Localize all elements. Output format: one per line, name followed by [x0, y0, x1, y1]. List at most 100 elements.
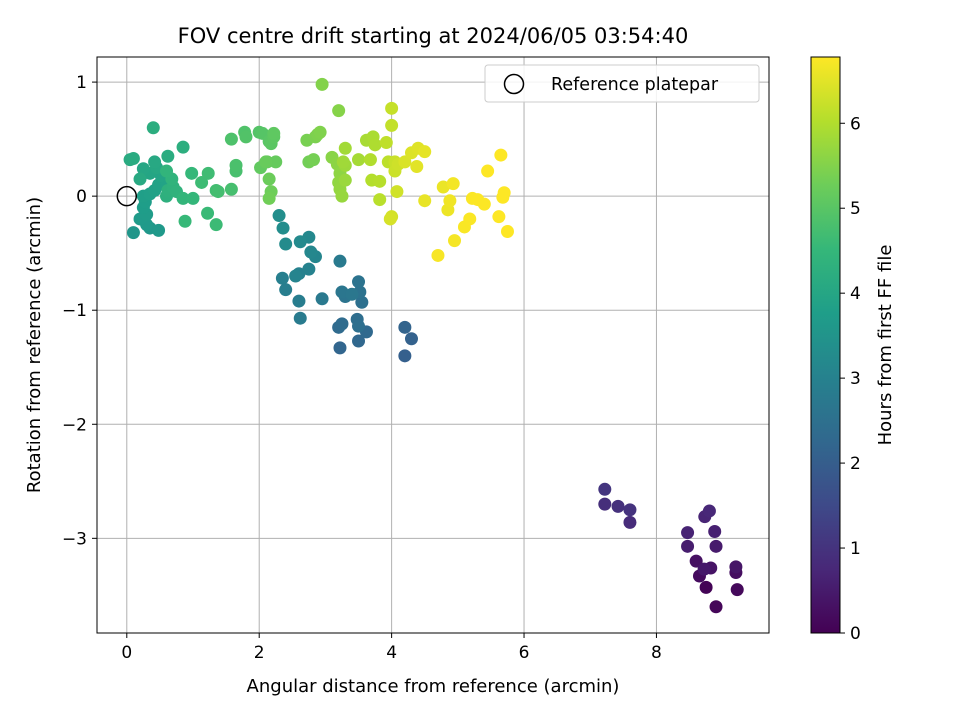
data-point — [404, 332, 418, 346]
data-point — [623, 515, 637, 529]
data-point — [259, 155, 273, 169]
data-point — [436, 180, 450, 194]
data-point — [279, 237, 293, 251]
x-axis-ticks: 0 2 4 6 8 — [121, 633, 662, 663]
data-point — [398, 155, 412, 169]
data-point — [275, 271, 289, 285]
data-point — [448, 234, 462, 248]
data-point — [352, 153, 366, 167]
colorbar-gradient — [810, 56, 841, 634]
x-tick-label: 4 — [386, 643, 397, 663]
y-tick-label: −3 — [62, 529, 87, 549]
data-point — [697, 562, 711, 576]
data-point — [161, 149, 175, 163]
data-point — [373, 193, 387, 207]
data-point — [152, 223, 166, 237]
colorbar-ticks: 0 1 2 3 4 5 6 — [840, 114, 861, 644]
data-point — [148, 155, 162, 169]
data-point — [313, 125, 327, 139]
data-point — [229, 158, 243, 172]
data-point — [293, 311, 307, 325]
data-point — [332, 104, 346, 118]
data-point — [699, 580, 713, 594]
data-point — [497, 186, 511, 200]
x-tick-label: 8 — [651, 643, 662, 663]
plot-frame — [96, 56, 770, 634]
data-point — [729, 560, 743, 574]
reference-platepar-marker — [116, 185, 138, 207]
data-point — [267, 126, 281, 140]
legend-box — [484, 64, 760, 103]
data-point — [702, 504, 716, 518]
data-point — [410, 159, 424, 173]
data-point — [176, 191, 190, 205]
data-point — [276, 221, 290, 235]
data-point — [463, 212, 477, 226]
y-axis-ticks: −3 −2 −1 0 1 — [62, 73, 97, 549]
data-point — [383, 212, 397, 226]
data-point — [446, 177, 460, 191]
data-point — [185, 166, 199, 180]
data-point — [269, 155, 283, 169]
data-point — [681, 526, 695, 540]
data-point — [195, 175, 209, 189]
data-point — [385, 101, 399, 115]
data-point — [398, 349, 412, 363]
data-point — [306, 153, 320, 167]
data-point — [345, 287, 359, 301]
x-axis-label: Angular distance from reference (arcmin) — [247, 676, 620, 697]
data-point — [201, 206, 215, 220]
data-point — [293, 235, 307, 249]
data-point — [224, 132, 238, 146]
data-points — [123, 77, 744, 614]
data-point — [279, 283, 293, 297]
data-point — [335, 285, 349, 299]
data-point — [333, 254, 347, 268]
data-point — [398, 320, 412, 334]
data-point — [611, 499, 625, 513]
data-point — [335, 317, 349, 331]
data-point — [209, 218, 223, 232]
data-point — [355, 295, 369, 309]
data-point — [146, 121, 160, 135]
data-point — [431, 248, 445, 262]
data-point — [292, 294, 306, 308]
colorbar-tick-label: 6 — [850, 114, 861, 134]
data-point — [262, 172, 276, 186]
colorbar-tick-label: 0 — [850, 624, 861, 644]
data-point — [708, 524, 722, 538]
data-point — [136, 162, 150, 176]
colorbar-tick-label: 5 — [850, 199, 861, 219]
data-point — [379, 136, 393, 150]
data-point — [373, 174, 387, 188]
grid-lines — [97, 57, 769, 633]
y-axis-label: Rotation from reference (arcmin) — [24, 197, 45, 493]
data-point — [709, 539, 723, 553]
plot-area — [96, 56, 770, 634]
x-tick-label: 6 — [519, 643, 530, 663]
data-point — [338, 141, 352, 155]
data-point — [477, 197, 491, 211]
data-point — [133, 172, 147, 186]
data-point — [481, 164, 495, 178]
y-tick-label: 1 — [76, 73, 87, 93]
data-point — [126, 226, 140, 240]
data-point — [352, 275, 366, 289]
data-point — [289, 269, 303, 283]
data-point — [186, 191, 200, 205]
data-point — [623, 503, 637, 517]
data-point — [211, 185, 225, 199]
data-point — [176, 140, 190, 154]
data-point — [681, 539, 695, 553]
data-point — [390, 185, 404, 199]
y-tick-label: 0 — [76, 187, 87, 207]
legend: Reference platepar — [484, 64, 760, 103]
colorbar-tick-label: 1 — [850, 539, 861, 559]
data-point — [598, 497, 612, 511]
y-tick-label: −1 — [62, 301, 87, 321]
data-point — [302, 262, 316, 276]
data-point — [598, 482, 612, 496]
data-point — [160, 164, 174, 178]
colorbar-label: Hours from first FF file — [875, 245, 896, 446]
